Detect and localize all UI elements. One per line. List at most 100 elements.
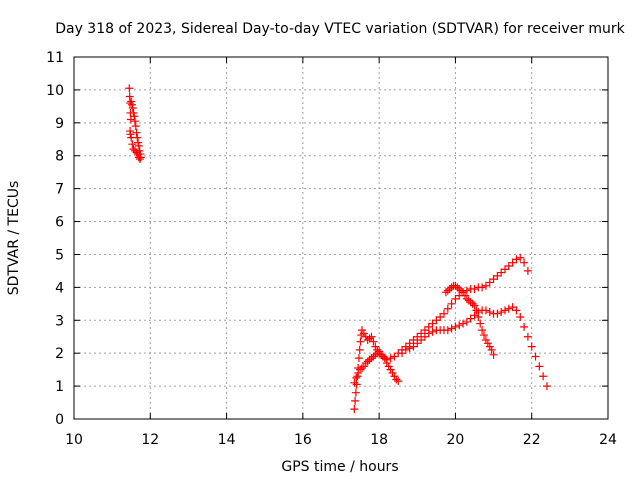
data-point bbox=[351, 388, 360, 397]
data-point bbox=[126, 115, 135, 124]
data-point bbox=[356, 337, 365, 346]
data-point bbox=[363, 357, 372, 366]
data-point bbox=[128, 104, 137, 113]
data-point bbox=[489, 350, 498, 359]
data-point bbox=[493, 309, 502, 318]
data-point bbox=[485, 308, 494, 317]
data-point bbox=[353, 372, 362, 381]
data-point bbox=[542, 382, 551, 391]
data-point bbox=[131, 146, 140, 155]
data-point bbox=[462, 294, 471, 303]
data-point bbox=[497, 268, 506, 277]
y-tick-label: 0 bbox=[55, 412, 64, 428]
data-point bbox=[489, 275, 498, 284]
data-point bbox=[424, 329, 433, 338]
data-point bbox=[129, 108, 138, 117]
data-point bbox=[439, 309, 448, 318]
data-point bbox=[134, 153, 143, 162]
data-point bbox=[394, 377, 403, 386]
data-point bbox=[478, 326, 487, 335]
data-point bbox=[470, 311, 479, 320]
y-tick-labels: 0 1 2 3 4 5 6 7 8 9 10 11 bbox=[46, 50, 64, 428]
data-point bbox=[459, 288, 468, 297]
data-point bbox=[352, 373, 361, 382]
data-point bbox=[386, 365, 395, 374]
y-tick-label: 8 bbox=[55, 149, 64, 165]
data-point bbox=[470, 301, 479, 310]
data-point bbox=[453, 283, 462, 292]
y-tick-label: 7 bbox=[55, 182, 64, 198]
series-1 bbox=[125, 84, 145, 164]
data-point bbox=[523, 266, 532, 275]
data-point bbox=[523, 332, 532, 341]
data-point bbox=[501, 265, 510, 274]
data-point bbox=[367, 332, 376, 341]
y-tick-label: 3 bbox=[55, 313, 64, 329]
data-point bbox=[365, 334, 374, 343]
data-point bbox=[493, 271, 502, 280]
data-point bbox=[539, 372, 548, 381]
data-point bbox=[405, 344, 414, 353]
data-point bbox=[131, 117, 140, 126]
data-point bbox=[129, 145, 138, 154]
data-point bbox=[413, 339, 422, 348]
data-point bbox=[487, 345, 496, 354]
data-point bbox=[512, 255, 521, 264]
data-point bbox=[468, 299, 477, 308]
axis-ticks bbox=[73, 56, 609, 420]
data-point bbox=[432, 316, 441, 325]
data-point bbox=[386, 354, 395, 363]
data-point bbox=[464, 296, 473, 305]
grid bbox=[74, 57, 608, 419]
data-point bbox=[466, 298, 475, 307]
data-point bbox=[392, 375, 401, 384]
data-point bbox=[462, 317, 471, 326]
x-tick-label: 24 bbox=[599, 432, 617, 448]
data-point bbox=[130, 112, 139, 121]
data-point bbox=[417, 336, 426, 345]
data-point bbox=[457, 286, 466, 295]
data-point bbox=[377, 350, 386, 359]
data-point bbox=[451, 322, 460, 331]
data-point bbox=[451, 281, 460, 290]
data-point bbox=[357, 326, 366, 335]
data-point bbox=[504, 304, 513, 313]
x-tick-label: 12 bbox=[141, 432, 159, 448]
data-point bbox=[127, 133, 136, 142]
y-tick-label: 10 bbox=[46, 83, 64, 99]
x-tick-label: 14 bbox=[218, 432, 236, 448]
data-point bbox=[134, 141, 143, 150]
data-point bbox=[535, 362, 544, 371]
y-tick-label: 6 bbox=[55, 215, 64, 231]
data-point bbox=[455, 321, 464, 330]
data-point bbox=[420, 332, 429, 341]
x-axis-label: GPS time / hours bbox=[281, 459, 398, 475]
data-point bbox=[516, 312, 525, 321]
data-point bbox=[384, 362, 393, 371]
data-point bbox=[378, 352, 387, 361]
data-point bbox=[443, 326, 452, 335]
data-point bbox=[398, 349, 407, 358]
data-point bbox=[128, 140, 137, 149]
data-point bbox=[354, 368, 363, 377]
data-point bbox=[131, 122, 140, 131]
data-point bbox=[520, 322, 529, 331]
data-point bbox=[481, 336, 490, 345]
data-point bbox=[478, 283, 487, 292]
data-point bbox=[443, 304, 452, 313]
x-tick-label: 16 bbox=[294, 432, 312, 448]
data-point bbox=[512, 306, 521, 315]
data-point bbox=[481, 281, 490, 290]
data-point bbox=[466, 314, 475, 323]
data-point bbox=[445, 285, 454, 294]
y-tick-label: 2 bbox=[55, 346, 64, 362]
data-point bbox=[428, 327, 437, 336]
data-point bbox=[483, 339, 492, 348]
data-point bbox=[497, 308, 506, 317]
x-tick-label: 10 bbox=[65, 432, 83, 448]
data-point bbox=[459, 319, 468, 328]
data-point bbox=[501, 306, 510, 315]
data-point bbox=[356, 365, 365, 374]
data-point bbox=[447, 324, 456, 333]
x-tick-label: 22 bbox=[523, 432, 541, 448]
